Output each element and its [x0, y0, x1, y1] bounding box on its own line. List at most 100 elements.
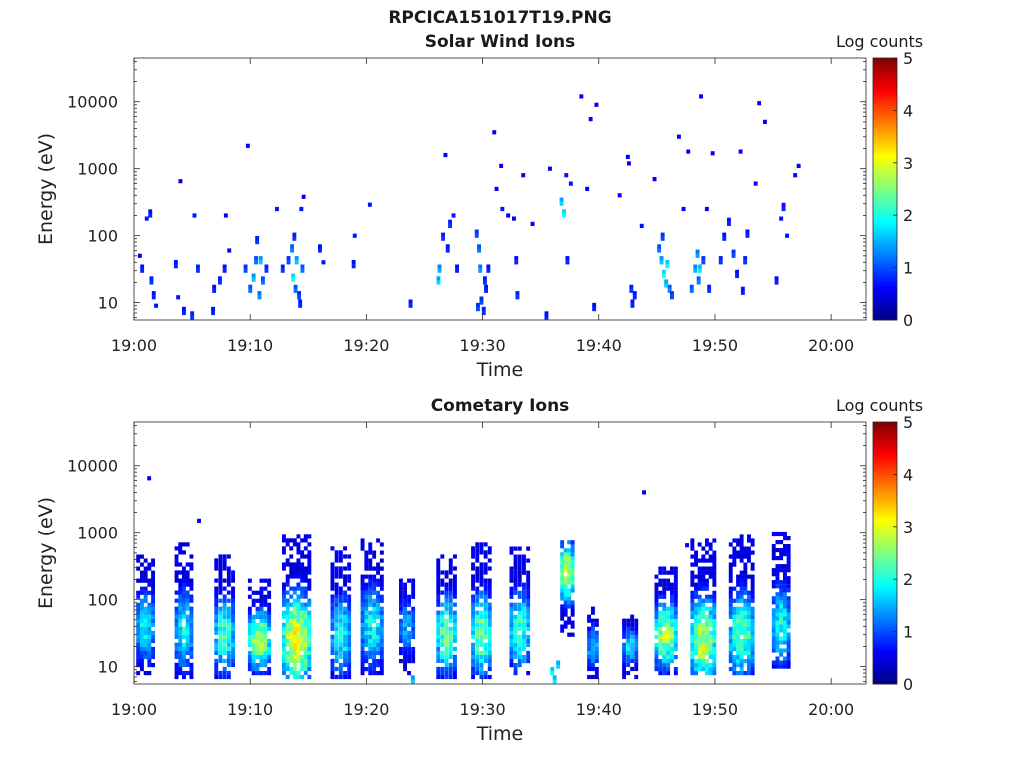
colorbar-band [873, 635, 897, 639]
spectrogram-cell [658, 614, 663, 619]
spectrogram-cell [660, 232, 665, 237]
spectrogram-cell [771, 664, 776, 669]
spectrogram-cell [292, 236, 297, 241]
spectrogram-cell [560, 616, 565, 621]
spectrogram-cell [666, 586, 671, 591]
colorbar-band [873, 557, 897, 560]
spectrogram-cell [697, 630, 702, 635]
spectrogram-cell [743, 614, 748, 619]
colorbar-band [873, 258, 897, 262]
spectrogram-cell [307, 634, 312, 639]
spectrogram-cell [296, 566, 301, 571]
spectrogram-cell [747, 630, 751, 635]
spectrogram-cell [483, 670, 488, 676]
spectrogram-cell [732, 663, 737, 668]
spectrogram-cell [218, 654, 223, 659]
spectrogram-cell [136, 630, 141, 635]
spectrogram-cell [263, 618, 268, 623]
spectrogram-cell [222, 562, 227, 567]
spectrogram-cell [334, 554, 339, 559]
spectrogram-cell [771, 628, 776, 633]
spectrogram-cell [379, 626, 384, 631]
spectrogram-cell [147, 642, 152, 648]
spectrogram-cell [307, 614, 312, 619]
spectrogram-cell [630, 650, 635, 655]
spectrogram-cell [786, 548, 791, 553]
spectrogram-cell [481, 306, 486, 311]
spectrogram-cell [300, 654, 305, 659]
spectrogram-cell [218, 586, 223, 591]
spectrogram-cell [307, 626, 312, 631]
spectrogram-cell [697, 642, 702, 648]
spectrogram-cell [296, 582, 301, 587]
spectrogram-cell [739, 578, 744, 583]
spectrogram-cell [140, 622, 144, 627]
spectrogram-cell [526, 570, 531, 575]
spectrogram-cell [334, 610, 339, 615]
spectrogram-cell [334, 594, 339, 599]
spectrogram-cell [214, 626, 219, 631]
spectrogram-cell [147, 618, 152, 623]
spectrogram-cell [783, 636, 787, 641]
spectrogram-cell [739, 538, 744, 543]
spectrogram-cell [379, 618, 384, 623]
colorbar-band [873, 304, 897, 308]
spectrogram-cell [372, 634, 377, 639]
spectrogram-cell [654, 622, 659, 627]
spectrogram-cell [140, 554, 144, 559]
spectrogram-cell [779, 612, 784, 617]
spectrogram-cell [185, 574, 190, 579]
spectrogram-cell [143, 570, 148, 575]
spectrogram-cell [712, 663, 717, 668]
colorbar-band [873, 136, 897, 140]
spectrogram-cell [261, 280, 265, 285]
spectrogram-cell [338, 622, 343, 627]
spectrogram-cell [567, 556, 572, 561]
spectrogram-cell [775, 580, 780, 585]
spectrogram-cell [479, 670, 484, 676]
spectrogram-cell [673, 582, 678, 587]
spectrogram-cell [360, 582, 365, 587]
spectrogram-cell [282, 546, 286, 551]
spectrogram-cell [701, 574, 706, 579]
spectrogram-cell [513, 654, 518, 660]
spectrogram-cell [632, 291, 637, 296]
spectrogram-cell [522, 626, 526, 631]
spectrogram-cell [222, 630, 227, 635]
spectrogram-cell [750, 590, 755, 595]
spectrogram-cell [368, 582, 373, 587]
colorbar-band [873, 88, 897, 92]
spectrogram-cell [732, 586, 737, 591]
spectrogram-cell [436, 594, 441, 599]
spectrogram-cell [267, 671, 272, 676]
spectrogram-cell [334, 558, 339, 563]
spectrogram-cell [475, 646, 480, 651]
spectrogram-cell [526, 642, 531, 648]
spectrogram-cell [343, 590, 347, 595]
spectrogram-cell [303, 538, 308, 543]
spectrogram-cell [483, 634, 488, 639]
spectrogram-cell [522, 554, 526, 559]
spectrogram-cell [567, 592, 572, 597]
spectrogram-cell [526, 594, 531, 599]
spectrogram-cell [697, 610, 702, 615]
spectrogram-cell [634, 666, 639, 672]
spectrogram-cell [513, 626, 518, 631]
spectrogram-cell [690, 546, 695, 551]
spectrogram-cell [292, 622, 297, 627]
spectrogram-cell [662, 610, 667, 615]
spectrogram-cell [708, 646, 713, 652]
spectrogram-cell [292, 650, 297, 655]
spectrogram-cell [360, 606, 365, 611]
spectrogram-cell [560, 580, 565, 585]
spectrogram-cell [670, 626, 674, 631]
spectrogram-cell [376, 622, 380, 627]
spectrogram-cell [189, 662, 194, 667]
spectrogram-cell [657, 248, 662, 253]
spectrogram-cell [591, 654, 595, 659]
spectrogram-cell [665, 264, 670, 269]
spectrogram-cell [174, 574, 179, 579]
spectrogram-cell [192, 213, 197, 218]
spectrogram-cell [218, 630, 223, 635]
spectrogram-cell [182, 594, 186, 599]
